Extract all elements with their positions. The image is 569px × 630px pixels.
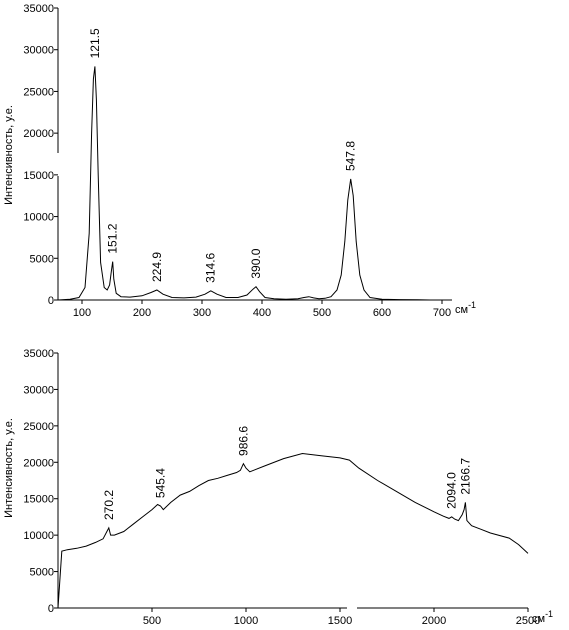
y-axis-label: Интенсивность, у.е. <box>3 105 15 205</box>
x-unit-label: см-1 <box>532 609 553 625</box>
y-tick-label: 10000 <box>23 212 54 224</box>
x-tick-label: 600 <box>373 307 391 319</box>
x-tick-label: 100 <box>73 307 91 319</box>
x-unit-superscript: -1 <box>545 609 553 619</box>
x-tick-label: 1000 <box>234 615 258 627</box>
x-tick-label: 300 <box>193 307 211 319</box>
spectrum-line <box>57 66 431 301</box>
y-tick-label: 20000 <box>23 128 54 140</box>
x-tick-label: 400 <box>253 307 271 319</box>
peak-label: 2166.7 <box>458 458 472 495</box>
x-tick-label: 500 <box>313 307 331 319</box>
peak-label: 545.4 <box>154 468 168 498</box>
x-tick-label: 200 <box>133 307 151 319</box>
x-tick-label: 1500 <box>328 615 352 627</box>
y-tick-label: 20000 <box>23 457 54 469</box>
y-tick-label: 0 <box>48 603 54 615</box>
x-tick-label: 500 <box>143 615 161 627</box>
peak-label: 224.9 <box>150 252 164 282</box>
y-tick-label: 35000 <box>23 348 54 360</box>
x-tick-label: 700 <box>433 307 451 319</box>
peak-label: 270.2 <box>102 490 116 520</box>
spectrum-line <box>57 452 529 609</box>
y-tick-label: 30000 <box>23 45 54 57</box>
peak-label: 151.2 <box>106 223 120 253</box>
peak-label: 986.6 <box>236 426 250 456</box>
y-tick-label: 25000 <box>23 421 54 433</box>
y-tick-label: 5000 <box>30 567 54 579</box>
y-axis-label: Интенсивность, у.е. <box>3 418 15 518</box>
peak-label: 2094.0 <box>445 472 459 509</box>
y-tick-label: 35000 <box>23 3 54 15</box>
chart-top: 0 5000 10000 15000 20000 25000 30000 35000 100 20… <box>3 3 476 319</box>
peak-label: 547.8 <box>344 141 358 171</box>
peak-label: 390.0 <box>249 248 263 278</box>
x-unit-superscript: -1 <box>468 300 476 310</box>
chart-bottom: 0 5000 10000 15000 20000 25000 30000 35000 500 10… <box>3 348 553 627</box>
y-tick-label: 10000 <box>23 530 54 542</box>
x-unit-label: см-1 <box>455 300 476 316</box>
y-tick-label: 5000 <box>30 253 54 265</box>
y-tick-label: 15000 <box>23 170 54 182</box>
y-tick-label: 15000 <box>23 494 54 506</box>
peak-label: 314.6 <box>204 252 218 282</box>
x-tick-label: 2500 <box>516 615 540 627</box>
y-tick-label: 0 <box>48 295 54 307</box>
y-tick-label: 25000 <box>23 86 54 98</box>
x-tick-label: 2000 <box>422 615 446 627</box>
peak-label: 121.5 <box>88 28 102 58</box>
y-tick-label: 30000 <box>23 384 54 396</box>
